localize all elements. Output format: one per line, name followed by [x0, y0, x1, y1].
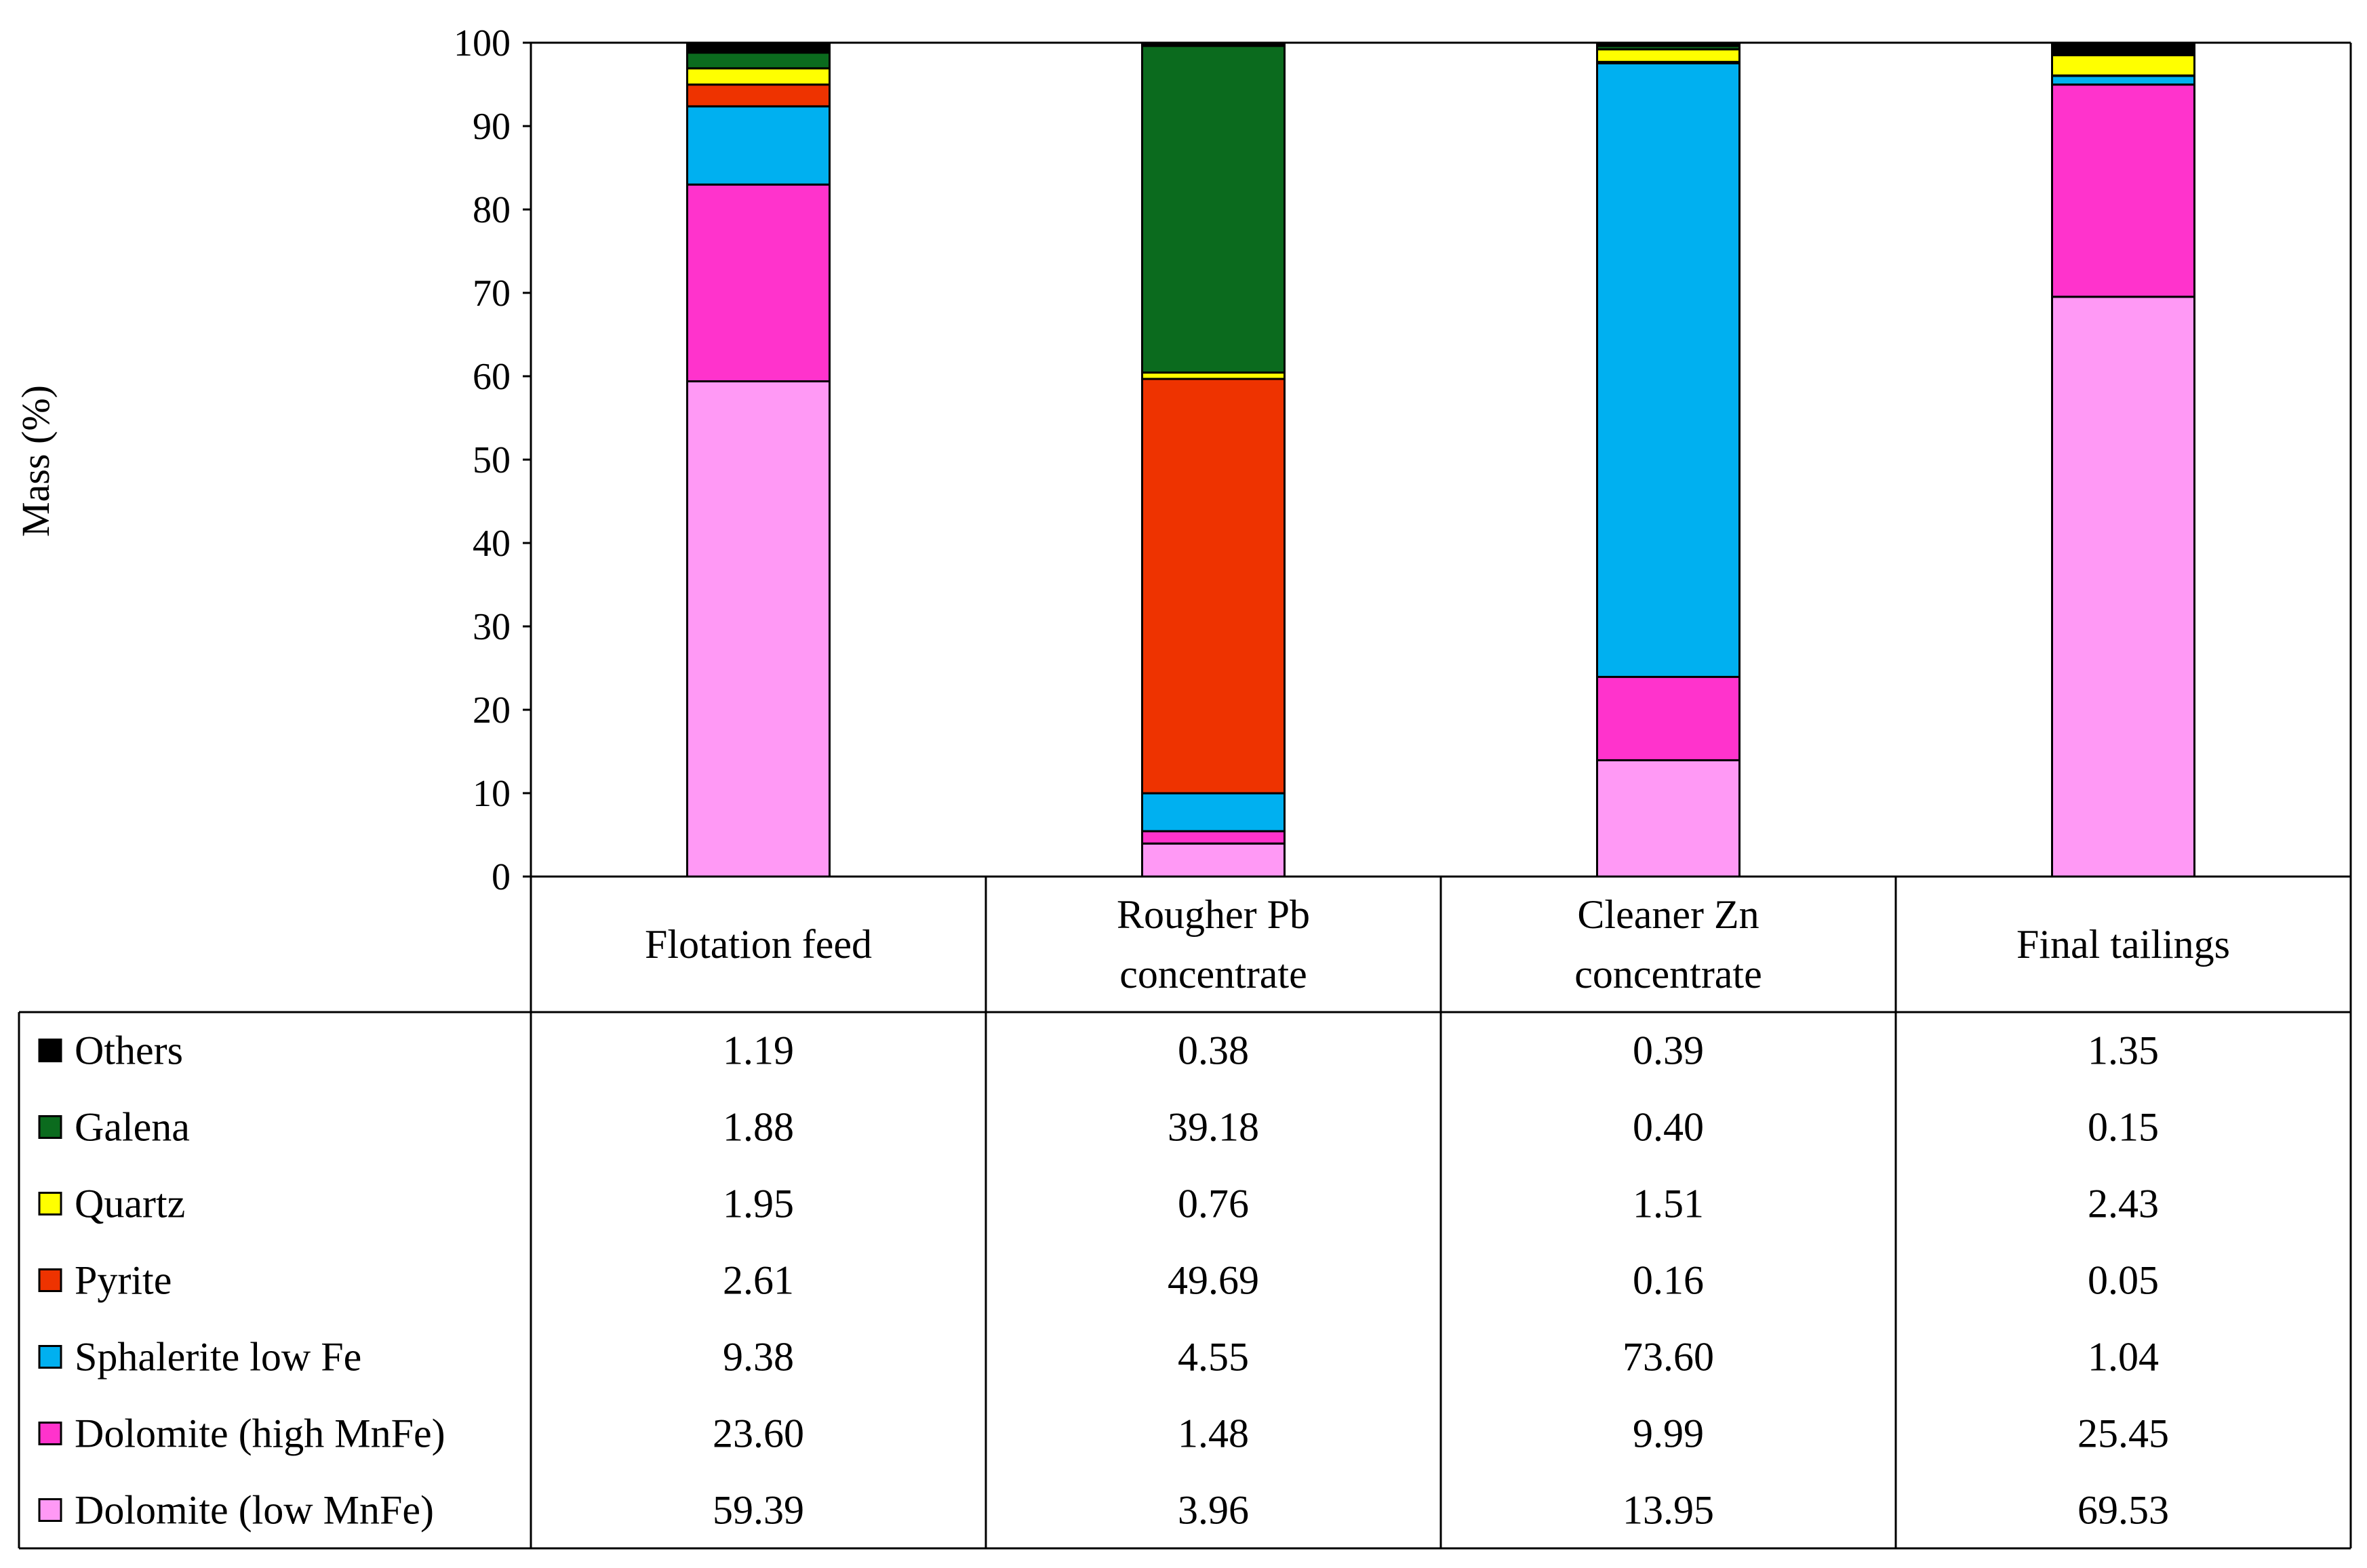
bar-segment-quartz: Quartz: 2.43: [2051, 54, 2195, 77]
bars: Dolomite (low MnFe): 59.39Dolomite (high…: [686, 41, 2195, 878]
data-label-quartz: 2.43: [2088, 1182, 2159, 1226]
y-axis-title: Mass (%): [14, 385, 58, 537]
data-label-galena: 1.88: [723, 1105, 794, 1150]
bar-segment-pyrite: Pyrite: 2.61: [686, 83, 831, 108]
bar-segment-others: Others: 0.38: [1141, 41, 1286, 47]
y-tick-label: 60: [473, 356, 511, 398]
category-label-rougher-pb-concentrate: Rougher Pb concentrate: [1117, 892, 1310, 997]
y-tick-label: 100: [454, 22, 511, 64]
legend-label-dolomite-high-mnfe: Dolomite (high MnFe): [75, 1411, 445, 1456]
data-label-pyrite: 49.69: [1168, 1258, 1259, 1303]
table-row-dolomite-high-mnfe: Dolomite (high MnFe) 23.60 1.48 9.99 25.45: [38, 1411, 2169, 1456]
data-label-dolomite-high-mnfe: 9.99: [1633, 1411, 1704, 1456]
data-label-others: 1.19: [723, 1028, 794, 1073]
legend-swatch-pyrite: [38, 1268, 62, 1292]
table-row-galena: Galena 1.88 39.18 0.40 0.15: [38, 1105, 2159, 1150]
data-label-dolomite-low-mnfe: 69.53: [2077, 1488, 2169, 1533]
y-tick-label: 90: [473, 106, 511, 148]
data-label-sphalerite-low-fe: 1.04: [2088, 1335, 2159, 1380]
bar-segment-galena: Galena: 39.18: [1141, 45, 1286, 374]
bar-segment-dolomite-low-mnfe: Dolomite (low MnFe): 59.39: [686, 380, 831, 878]
data-label-dolomite-low-mnfe: 3.96: [1178, 1488, 1249, 1533]
bar-segment-sphalerite-low-fe: Sphalerite low Fe: 73.60: [1596, 62, 1741, 679]
legend-label-dolomite-low-mnfe: Dolomite (low MnFe): [75, 1488, 434, 1533]
bar-segment-dolomite-low-mnfe: Dolomite (low MnFe): 3.96: [1141, 842, 1286, 878]
legend-label-galena: Galena: [75, 1105, 190, 1150]
bar-segment-quartz: Quartz: 1.95: [686, 67, 831, 86]
table-row-quartz: Quartz 1.95 0.76 1.51 2.43: [38, 1182, 2159, 1226]
data-label-dolomite-high-mnfe: 1.48: [1178, 1411, 1249, 1456]
y-tick-label: 80: [473, 189, 511, 231]
data-label-quartz: 1.95: [723, 1182, 794, 1226]
bar-segment-pyrite: Pyrite: 49.69: [1141, 378, 1286, 795]
y-tick-label: 10: [473, 773, 511, 815]
table-row-others: Others 1.19 0.38 0.39 1.35: [38, 1028, 2159, 1073]
legend-label-pyrite: Pyrite: [75, 1258, 172, 1303]
bar-segment-sphalerite-low-fe: Sphalerite low Fe: 4.55: [1141, 792, 1286, 832]
legend-label-quartz: Quartz: [75, 1182, 185, 1226]
y-tick-label: 30: [473, 606, 511, 648]
bar-stack-final-tailings: Dolomite (low MnFe): 69.53Dolomite (high…: [2051, 41, 2195, 878]
table-row-pyrite: Pyrite 2.61 49.69 0.16 0.05: [38, 1258, 2159, 1303]
bar-segment-dolomite-low-mnfe: Dolomite (low MnFe): 13.95: [1596, 759, 1741, 878]
data-label-pyrite: 0.05: [2088, 1258, 2159, 1303]
bar-segment-dolomite-high-mnfe: Dolomite (high MnFe): 9.99: [1596, 676, 1741, 761]
table-row-sphalerite-low-fe: Sphalerite low Fe 9.38 4.55 73.60 1.04: [38, 1335, 2159, 1380]
legend-label-sphalerite-low-fe: Sphalerite low Fe: [75, 1335, 361, 1380]
data-label-pyrite: 0.16: [1633, 1258, 1704, 1303]
y-axis: 0 10 20 30 40 50 60 70 80 90 100: [454, 22, 2352, 898]
bar-segment-others: Others: 1.19: [686, 41, 831, 54]
category-label-cleaner-zn-concentrate: Cleaner Zn concentrate: [1574, 892, 1762, 997]
bar-segment-quartz: Quartz: 1.51: [1596, 48, 1741, 63]
bar-segment-sphalerite-low-fe: Sphalerite low Fe: 9.38: [686, 105, 831, 186]
legend-swatch-dolomite-low-mnfe: [38, 1498, 62, 1522]
data-table: Flotation feed Rougher Pb concentrate Clean…: [18, 875, 2352, 1550]
y-tick-label: 20: [473, 689, 511, 731]
data-label-sphalerite-low-fe: 9.38: [723, 1335, 794, 1380]
data-label-dolomite-low-mnfe: 13.95: [1623, 1488, 1714, 1533]
y-tick-label: 40: [473, 523, 511, 565]
legend-swatch-dolomite-high-mnfe: [38, 1422, 62, 1445]
bar-segment-others: Others: 0.39: [1596, 41, 1741, 47]
category-label-flotation-feed: Flotation feed: [645, 922, 872, 967]
y-tick-label: 50: [473, 439, 511, 481]
bar-stack-cleaner-zn-concentrate: Dolomite (low MnFe): 13.95Dolomite (high…: [1596, 41, 1741, 878]
bar-segment-dolomite-high-mnfe: Dolomite (high MnFe): 25.45: [2051, 83, 2195, 298]
legend-swatch-galena: [38, 1115, 62, 1139]
legend-swatch-others: [38, 1039, 62, 1062]
bar-segment-dolomite-high-mnfe: Dolomite (high MnFe): 23.60: [686, 183, 831, 383]
data-label-sphalerite-low-fe: 73.60: [1623, 1335, 1714, 1380]
bar-segment-others: Others: 1.35: [2051, 41, 2195, 56]
data-label-galena: 39.18: [1168, 1105, 1259, 1150]
bar-stack-flotation-feed: Dolomite (low MnFe): 59.39Dolomite (high…: [686, 41, 831, 878]
bar-segment-dolomite-high-mnfe: Dolomite (high MnFe): 1.48: [1141, 830, 1286, 845]
legend-swatch-quartz: [38, 1192, 62, 1215]
data-label-others: 0.38: [1178, 1028, 1249, 1073]
data-label-others: 1.35: [2088, 1028, 2159, 1073]
data-label-sphalerite-low-fe: 4.55: [1178, 1335, 1249, 1380]
legend-swatch-sphalerite-low-fe: [38, 1345, 62, 1369]
data-label-dolomite-high-mnfe: 25.45: [2077, 1411, 2169, 1456]
bar-stack-rougher-pb-concentrate: Dolomite (low MnFe): 3.96Dolomite (high …: [1141, 41, 1286, 878]
data-label-quartz: 1.51: [1633, 1182, 1704, 1226]
bar-segment-galena: Galena: 1.88: [686, 52, 831, 70]
legend-label-others: Others: [75, 1028, 183, 1073]
data-label-others: 0.39: [1633, 1028, 1704, 1073]
category-label-final-tailings: Final tailings: [2016, 922, 2230, 967]
data-label-galena: 0.40: [1633, 1105, 1704, 1150]
y-tick-label: 70: [473, 273, 511, 315]
bar-segment-sphalerite-low-fe: Sphalerite low Fe: 1.04: [2051, 75, 2195, 86]
data-label-galena: 0.15: [2088, 1105, 2159, 1150]
data-label-quartz: 0.76: [1178, 1182, 1249, 1226]
y-tick-label: 0: [492, 856, 511, 898]
bar-segment-dolomite-low-mnfe: Dolomite (low MnFe): 69.53: [2051, 296, 2195, 878]
data-label-dolomite-high-mnfe: 23.60: [713, 1411, 804, 1456]
data-label-pyrite: 2.61: [723, 1258, 794, 1303]
data-label-dolomite-low-mnfe: 59.39: [713, 1488, 804, 1533]
table-row-dolomite-low-mnfe: Dolomite (low MnFe) 59.39 3.96 13.95 69.53: [38, 1488, 2169, 1533]
